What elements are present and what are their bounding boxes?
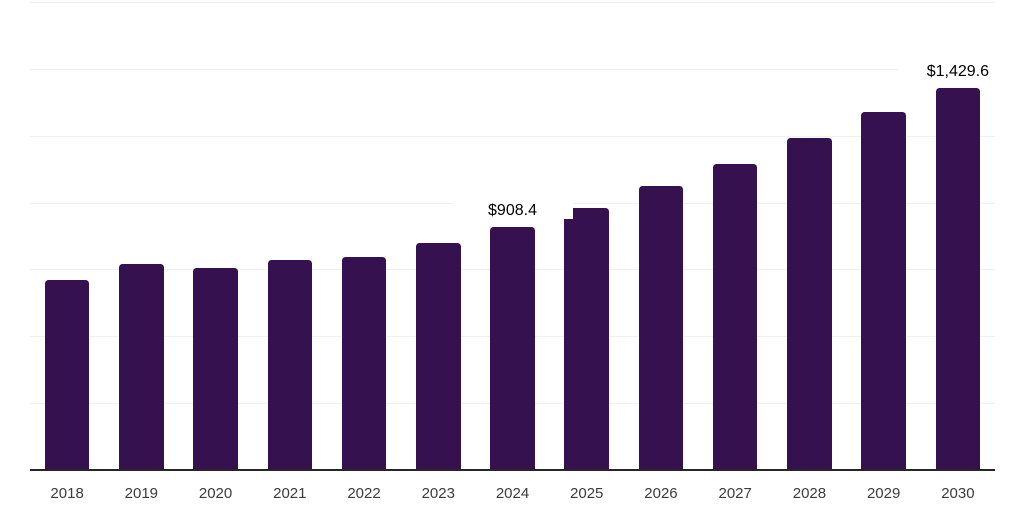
x-tick-label-2024: 2024 [495, 485, 530, 502]
value-label-2024: $908.4 [452, 202, 573, 220]
bar-2023 [416, 242, 461, 470]
x-tick-label-2025: 2025 [570, 485, 604, 502]
gridline [30, 69, 995, 70]
x-tick-label-2022: 2022 [347, 485, 381, 502]
bar-2030 [935, 87, 981, 470]
x-tick-label-2027: 2027 [718, 485, 752, 502]
bar-2029 [861, 112, 906, 470]
x-tick-label-2021: 2021 [273, 485, 307, 502]
gridline [30, 136, 995, 137]
bar-2018 [44, 279, 90, 470]
bar-2026 [638, 185, 684, 470]
bar-2020 [193, 267, 238, 470]
x-axis-line [30, 469, 995, 471]
bar-2025 [564, 207, 609, 470]
bar-2028 [787, 138, 832, 470]
x-tick-label-2023: 2023 [421, 485, 455, 502]
x-tick-label-2019: 2019 [124, 485, 159, 502]
x-tick-label-2020: 2020 [198, 485, 233, 502]
bar-2027 [712, 163, 758, 470]
x-tick-label-2029: 2029 [866, 485, 901, 502]
x-tick-label-2026: 2026 [644, 485, 678, 502]
x-tick-label-2030: 2030 [941, 485, 975, 502]
x-tick-label-2018: 2018 [50, 485, 84, 502]
bar-2024 [490, 227, 535, 470]
x-tick-label-2028: 2028 [792, 485, 827, 502]
bar-2021 [267, 259, 313, 470]
value-label-2030: $1,429.6 [897, 62, 1018, 80]
gridline [30, 2, 995, 3]
bar-2022 [341, 256, 387, 470]
bar-2019 [119, 263, 164, 470]
